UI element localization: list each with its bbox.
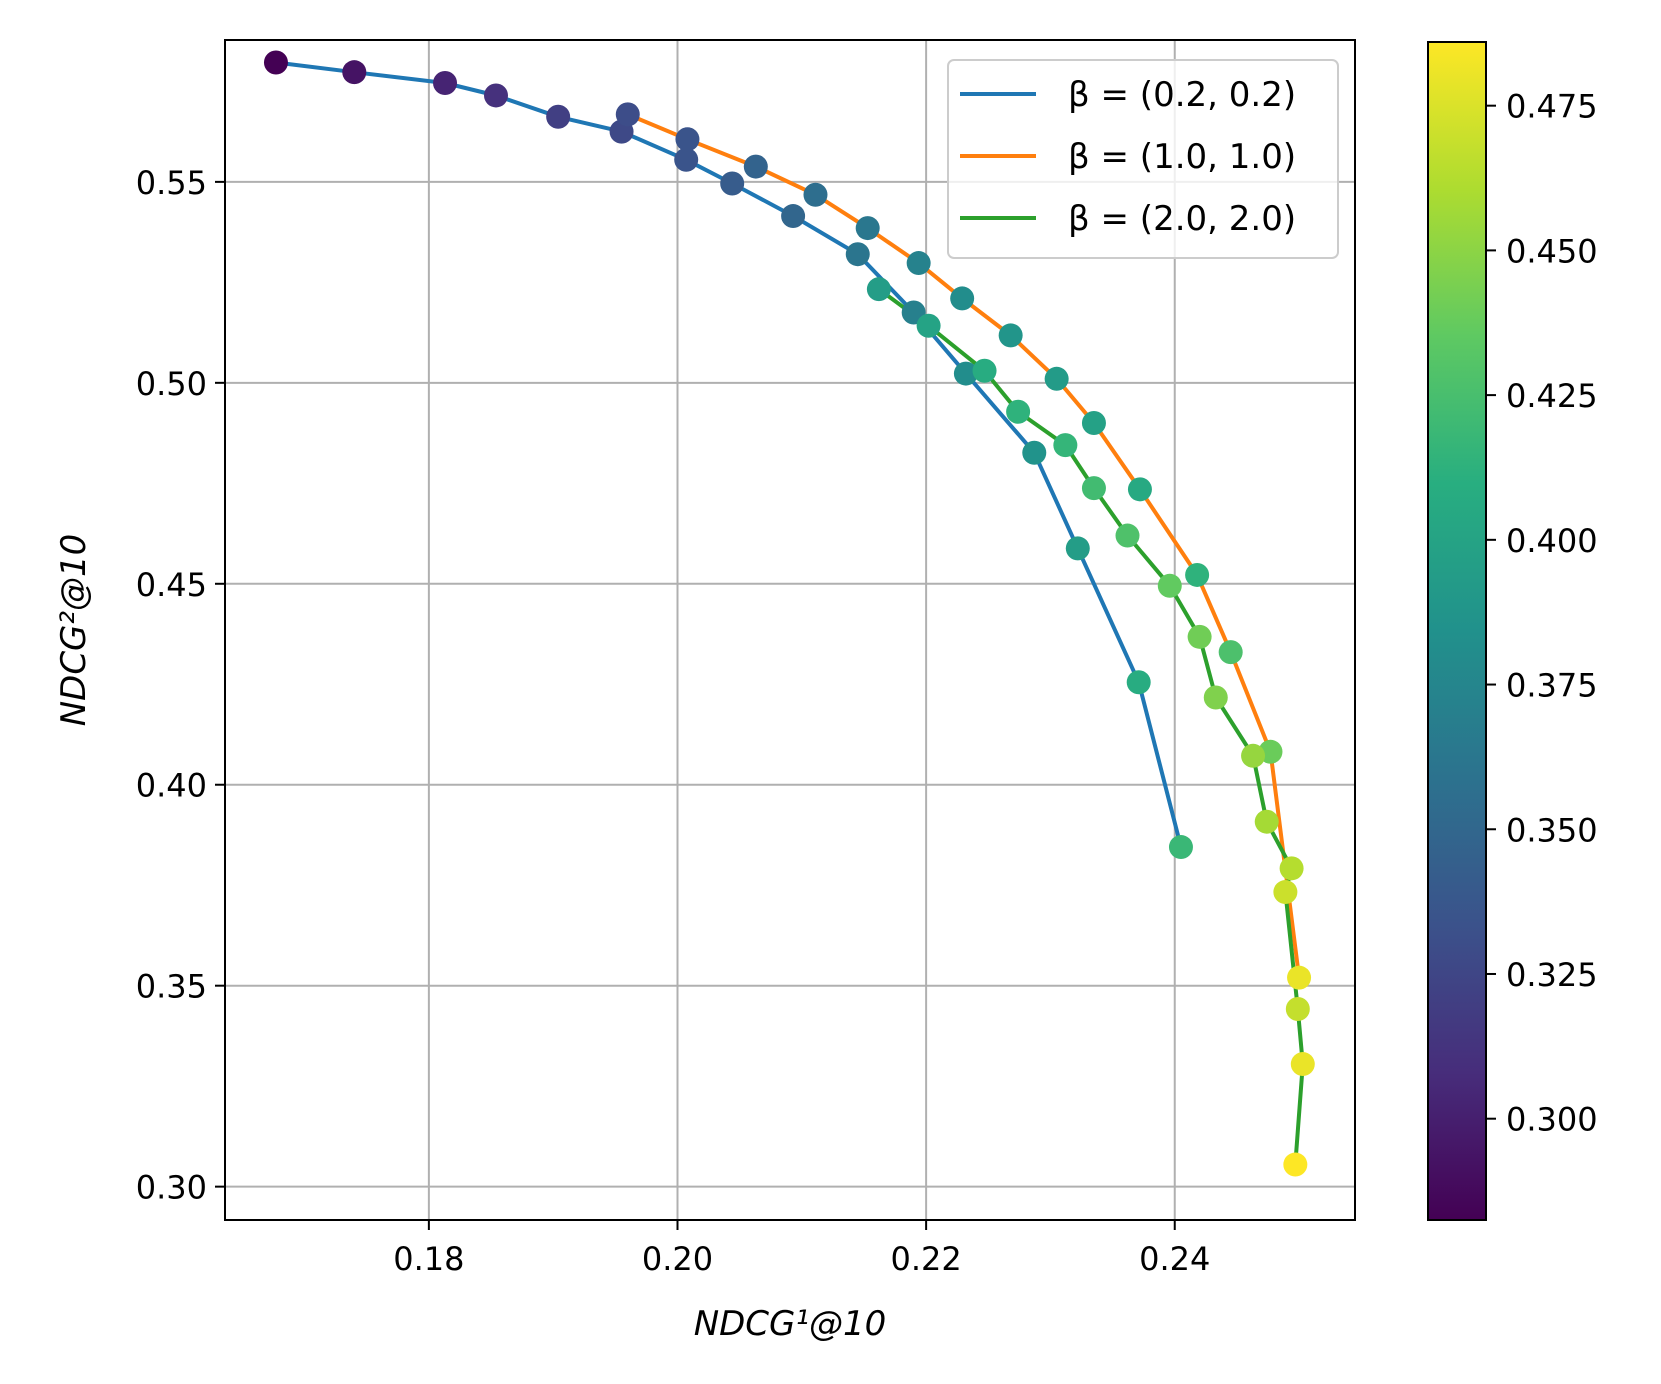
x-tick-label: 0.18: [393, 1240, 464, 1278]
data-point-series-3: [1283, 1152, 1308, 1177]
legend-label-1: β = (0.2, 0.2): [1068, 75, 1296, 115]
data-point-series-2: [998, 323, 1023, 348]
data-point-series-3: [1273, 880, 1298, 905]
data-point-series-2: [1044, 366, 1069, 391]
colorbar-tick-label: 0.300: [1506, 1101, 1598, 1139]
data-point-series-2: [855, 216, 880, 241]
colorbar-tick-label: 0.450: [1506, 232, 1598, 270]
legend-label-3: β = (2.0, 2.0): [1068, 199, 1296, 239]
legend-label-2: β = (1.0, 1.0): [1068, 137, 1296, 177]
data-point-series-3: [1285, 996, 1310, 1021]
data-point-series-3: [1115, 523, 1140, 548]
y-tick-label: 0.35: [136, 968, 207, 1006]
data-point-series-2: [1287, 965, 1312, 990]
data-point-series-2: [1081, 411, 1106, 436]
x-tick-label: 0.20: [642, 1240, 713, 1278]
plot-frame: [224, 39, 1356, 1221]
colorbar-tick-label: 0.375: [1506, 667, 1598, 705]
data-point-series-3: [1081, 476, 1106, 501]
data-point-series-3: [1187, 624, 1212, 649]
data-point-series-1: [546, 104, 571, 129]
data-point-series-1: [342, 60, 367, 85]
data-point-series-1: [1126, 670, 1151, 695]
x-axis-label: NDCG¹@10: [694, 1304, 887, 1344]
data-point-series-1: [1022, 440, 1047, 465]
series-line-1: [275, 60, 1183, 848]
data-point-series-1: [1168, 835, 1193, 860]
data-point-series-3: [1157, 573, 1182, 598]
data-point-series-2: [1218, 640, 1243, 665]
data-point-series-2: [615, 102, 640, 127]
data-point-series-2: [743, 154, 768, 179]
data-point-series-3: [916, 313, 941, 338]
legend: β = (0.2, 0.2) β = (1.0, 1.0) β = (2.0, 2.…: [947, 59, 1339, 259]
y-tick-label: 0.45: [136, 566, 207, 604]
data-point-series-1: [720, 171, 745, 196]
legend-box: [947, 59, 1339, 259]
y-axis-label: NDCG²@10: [54, 534, 94, 727]
colorbar-gradient: [1427, 41, 1487, 1221]
colorbar-tick-label: 0.350: [1506, 811, 1598, 849]
data-point-series-3: [972, 358, 997, 383]
data-point-series-3: [1290, 1052, 1315, 1077]
data-point-series-1: [484, 83, 509, 108]
data-point-series-3: [1241, 743, 1266, 768]
data-point-series-1: [1065, 536, 1090, 561]
data-point-series-3: [1203, 685, 1228, 710]
data-point-series-1: [263, 50, 288, 75]
data-point-series-3: [1279, 856, 1304, 881]
data-point-series-2: [906, 251, 931, 276]
colorbar-tick-label: 0.325: [1506, 956, 1598, 994]
data-point-series-1: [433, 71, 458, 96]
colorbar-tick-label: 0.425: [1506, 377, 1598, 415]
data-point-series-3: [1006, 399, 1031, 424]
data-point-series-1: [781, 204, 806, 229]
data-point-series-2: [1185, 562, 1210, 587]
data-point-series-1: [845, 242, 870, 267]
data-point-series-3: [1254, 809, 1279, 834]
y-axis-ticks: 0.30 0.35 0.40 0.45 0.50 0.55: [136, 164, 225, 1207]
data-point-series-2: [950, 286, 975, 311]
colorbar-tick-label: 0.400: [1506, 522, 1598, 560]
data-point-series-3: [1053, 433, 1078, 458]
x-tick-label: 0.22: [890, 1240, 961, 1278]
data-point-series-1: [953, 361, 978, 386]
x-axis-ticks: 0.18 0.20 0.22 0.24: [393, 1220, 1210, 1278]
y-tick-label: 0.30: [136, 1169, 207, 1207]
data-point-series-2: [675, 127, 700, 152]
y-tick-label: 0.40: [136, 767, 207, 805]
data-point-series-3: [866, 277, 891, 302]
data-point-series-2: [1127, 477, 1152, 502]
data-point-series-2: [803, 182, 828, 207]
y-tick-label: 0.55: [136, 164, 207, 202]
series-points: [263, 50, 1315, 1177]
x-tick-label: 0.24: [1139, 1240, 1210, 1278]
data-point-series-1: [674, 147, 699, 172]
colorbar: 0.300 0.325 0.350 0.375 0.400 0.425 0.450 0.475: [1427, 41, 1598, 1221]
y-tick-label: 0.50: [136, 365, 207, 403]
colorbar-tick-label: 0.475: [1506, 88, 1598, 126]
